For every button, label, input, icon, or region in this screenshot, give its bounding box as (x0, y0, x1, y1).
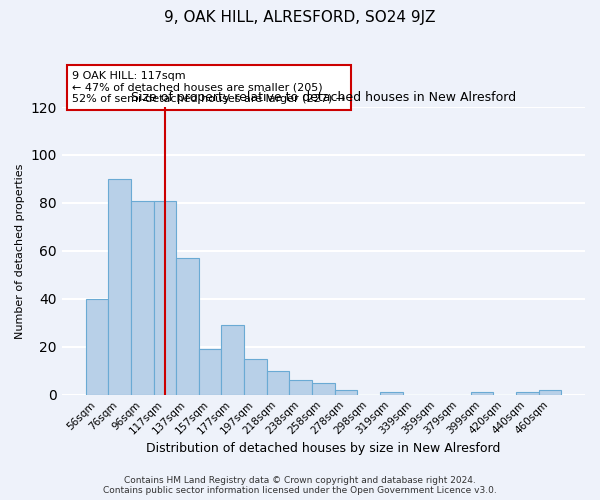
Bar (221, 325, 244, 394)
Bar (516, 392, 539, 394)
Bar (108, 179, 131, 394)
Bar (244, 359, 267, 394)
Bar (267, 371, 289, 394)
Bar (470, 392, 493, 394)
Bar (86, 299, 108, 394)
X-axis label: Distribution of detached houses by size in New Alresford: Distribution of detached houses by size … (146, 442, 500, 455)
Text: Contains HM Land Registry data © Crown copyright and database right 2024.
Contai: Contains HM Land Registry data © Crown c… (103, 476, 497, 495)
Bar (154, 200, 176, 394)
Bar (312, 382, 335, 394)
Bar (176, 258, 199, 394)
Bar (380, 392, 403, 394)
Bar (199, 349, 221, 395)
Bar (289, 380, 312, 394)
Bar (131, 200, 154, 394)
Y-axis label: Number of detached properties: Number of detached properties (15, 163, 25, 338)
Bar (335, 390, 358, 394)
Text: 9 OAK HILL: 117sqm
← 47% of detached houses are smaller (205)
52% of semi-detach: 9 OAK HILL: 117sqm ← 47% of detached hou… (72, 71, 346, 104)
Title: Size of property relative to detached houses in New Alresford: Size of property relative to detached ho… (131, 92, 516, 104)
Bar (539, 390, 561, 394)
Text: 9, OAK HILL, ALRESFORD, SO24 9JZ: 9, OAK HILL, ALRESFORD, SO24 9JZ (164, 10, 436, 25)
